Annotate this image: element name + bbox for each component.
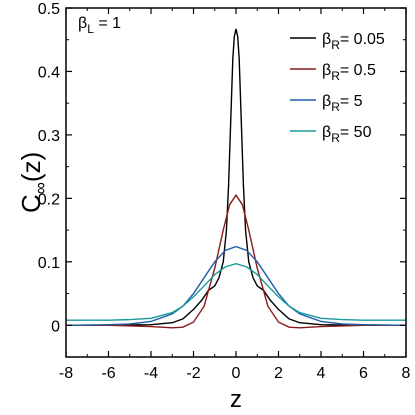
y-tick-label: 0.4	[38, 64, 60, 81]
x-axis-label: z	[230, 386, 242, 413]
x-tick-label: 6	[359, 365, 368, 382]
x-tick-label: 2	[274, 365, 283, 382]
series-line-1	[66, 193, 406, 329]
y-tick-label: 0	[51, 318, 60, 335]
x-tick-label: -2	[186, 365, 200, 382]
y-tick-label: 0.1	[38, 255, 60, 272]
annotation-label: βL = 1	[78, 15, 121, 36]
x-tick-label: 8	[402, 365, 411, 382]
x-tick-label: -8	[59, 365, 73, 382]
series-line-3	[66, 262, 406, 321]
x-tick-label: 0	[232, 365, 241, 382]
x-tick-label: -6	[101, 365, 115, 382]
legend-label-3: βR= 50	[322, 124, 372, 145]
legend-label-0: βR= 0.05	[322, 31, 385, 52]
series-line-0	[66, 28, 406, 326]
legend: βR= 0.05 βR= 0.5 βR= 5 βR= 50	[290, 31, 385, 145]
y-tick-label: 0.5	[38, 1, 60, 18]
series-line-2	[65, 245, 407, 326]
plot-frame	[65, 7, 407, 358]
x-tick-label: -4	[144, 365, 158, 382]
y-tick-label: 0.2	[38, 191, 60, 208]
legend-label-1: βR= 0.5	[322, 62, 376, 83]
y-axis-label: C∞(z)	[16, 152, 50, 213]
x-tick-label: 4	[317, 365, 326, 382]
y-tick-label: 0.3	[38, 128, 60, 145]
legend-label-2: βR= 5	[322, 93, 363, 114]
